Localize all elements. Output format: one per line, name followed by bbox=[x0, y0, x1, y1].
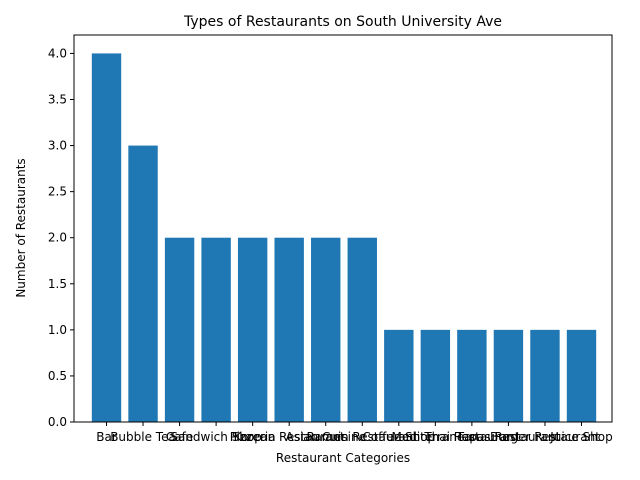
y-tick-label: 1.5 bbox=[48, 277, 67, 291]
y-tick-label: 1.0 bbox=[48, 323, 67, 337]
x-tick-label: Asian Cuisine bbox=[285, 430, 365, 444]
bar bbox=[530, 329, 560, 422]
y-axis-label: Number of Restaurants bbox=[14, 158, 28, 297]
x-tick-label: Cafe bbox=[166, 430, 193, 444]
y-tick-label: 0.5 bbox=[48, 369, 67, 383]
x-tick-label: Pizzeria bbox=[230, 430, 276, 444]
bar bbox=[91, 53, 122, 423]
y-tick-label: 0.0 bbox=[48, 415, 67, 429]
x-tick-label: Burger Restaurant bbox=[490, 430, 600, 444]
bar bbox=[237, 237, 268, 422]
x-tick-label: Thai Restaurant bbox=[423, 430, 519, 444]
bar bbox=[457, 329, 487, 422]
x-axis-label: Restaurant Categories bbox=[276, 451, 410, 465]
y-axis: 0.0 0.5 1.0 1.5 2.0 2.5 3.0 3.5 4.0 bbox=[48, 46, 74, 429]
bar bbox=[274, 237, 304, 422]
bar bbox=[311, 237, 341, 422]
y-tick-label: 2.0 bbox=[48, 231, 67, 245]
bar bbox=[347, 237, 377, 422]
x-tick-label: Bubble Tea bbox=[110, 430, 176, 444]
x-tick-label: Juice Shop bbox=[549, 430, 612, 444]
bar bbox=[384, 329, 414, 422]
x-tick-label: Coffee Shop bbox=[362, 430, 435, 444]
bar bbox=[164, 237, 195, 422]
x-tick-label: Sandwich Shop bbox=[170, 430, 262, 444]
x-tick-label: Tapas Restaurant bbox=[456, 430, 561, 444]
plot-frame bbox=[73, 34, 613, 423]
bar bbox=[566, 329, 597, 422]
x-tick-label: Bar bbox=[96, 430, 117, 444]
bar bbox=[420, 329, 451, 422]
bar bbox=[201, 237, 231, 422]
y-tick-label: 2.5 bbox=[48, 185, 67, 199]
x-tick-label: Mediterranean bbox=[391, 430, 479, 444]
y-tick-label: 3.0 bbox=[48, 139, 67, 153]
bar bbox=[128, 145, 158, 423]
x-tick-label: Korean Restaurant bbox=[234, 430, 345, 444]
y-tick-label: 4.0 bbox=[48, 46, 67, 60]
chart-title: Types of Restaurants on South University… bbox=[183, 14, 502, 30]
x-tick-label: Ramen Restaurant bbox=[306, 430, 418, 444]
bars-group bbox=[91, 53, 597, 423]
y-tick-label: 3.5 bbox=[48, 93, 67, 107]
bar bbox=[493, 329, 524, 422]
